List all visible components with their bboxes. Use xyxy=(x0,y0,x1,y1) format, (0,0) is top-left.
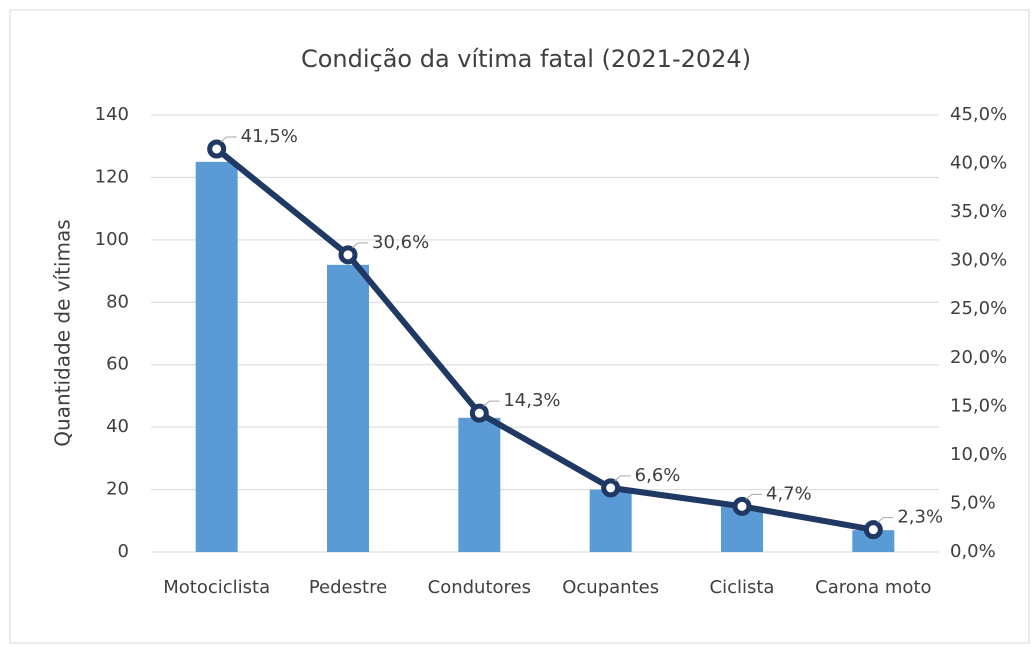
y2-tick-label: 5,0% xyxy=(950,492,996,513)
y2-tick-label: 15,0% xyxy=(950,395,1007,416)
y2-tick-label: 20,0% xyxy=(950,347,1007,368)
y2-tick-label: 25,0% xyxy=(950,298,1007,319)
x-tick-label: Ciclista xyxy=(710,577,775,598)
y-tick-label: 120 xyxy=(95,166,129,187)
x-tick-label: Carona moto xyxy=(815,577,931,598)
data-label: 14,3% xyxy=(503,390,560,411)
y2-tick-label: 30,0% xyxy=(950,250,1007,271)
x-tick-label: Pedestre xyxy=(309,577,387,598)
y-tick-label: 80 xyxy=(106,291,129,312)
bar xyxy=(852,530,895,552)
x-tick-label: Ocupantes xyxy=(562,577,659,598)
y-tick-label: 100 xyxy=(95,229,129,250)
marker xyxy=(469,403,489,423)
chart-title: Condição da vítima fatal (2021-2024) xyxy=(301,45,751,73)
y2-tick-label: 40,0% xyxy=(950,153,1007,174)
marker xyxy=(732,496,752,516)
y2-tick-label: 10,0% xyxy=(950,444,1007,465)
marker xyxy=(338,245,358,265)
marker xyxy=(207,139,227,159)
y2-tick-label: 45,0% xyxy=(950,104,1007,125)
bar xyxy=(589,489,632,552)
data-label: 6,6% xyxy=(635,465,681,486)
label-leader xyxy=(745,493,762,500)
y-tick-label: 140 xyxy=(95,104,129,125)
label-leader xyxy=(614,475,631,482)
x-tick-label: Motociclista xyxy=(163,577,270,598)
label-leader xyxy=(220,136,237,143)
data-label: 2,3% xyxy=(897,507,943,528)
y2-tick-label: 0,0% xyxy=(950,541,996,562)
data-label: 30,6% xyxy=(372,232,429,253)
y-tick-label: 0 xyxy=(118,541,129,562)
label-leader xyxy=(483,400,500,407)
y-tick-label: 60 xyxy=(106,354,129,375)
marker xyxy=(601,478,621,498)
x-tick-label: Condutores xyxy=(428,577,531,598)
data-label: 4,7% xyxy=(766,483,812,504)
bar xyxy=(458,417,501,552)
y2-tick-label: 35,0% xyxy=(950,201,1007,222)
data-label: 41,5% xyxy=(241,126,298,147)
bar xyxy=(327,264,369,552)
line xyxy=(214,146,874,533)
y-tick-label: 40 xyxy=(106,416,129,437)
label-leader xyxy=(351,242,368,249)
y-axis-label: Quantidade de vítimas xyxy=(51,219,75,446)
label-leader xyxy=(877,517,894,524)
bar xyxy=(195,161,238,553)
marker xyxy=(863,520,883,540)
y-tick-label: 20 xyxy=(106,479,129,500)
